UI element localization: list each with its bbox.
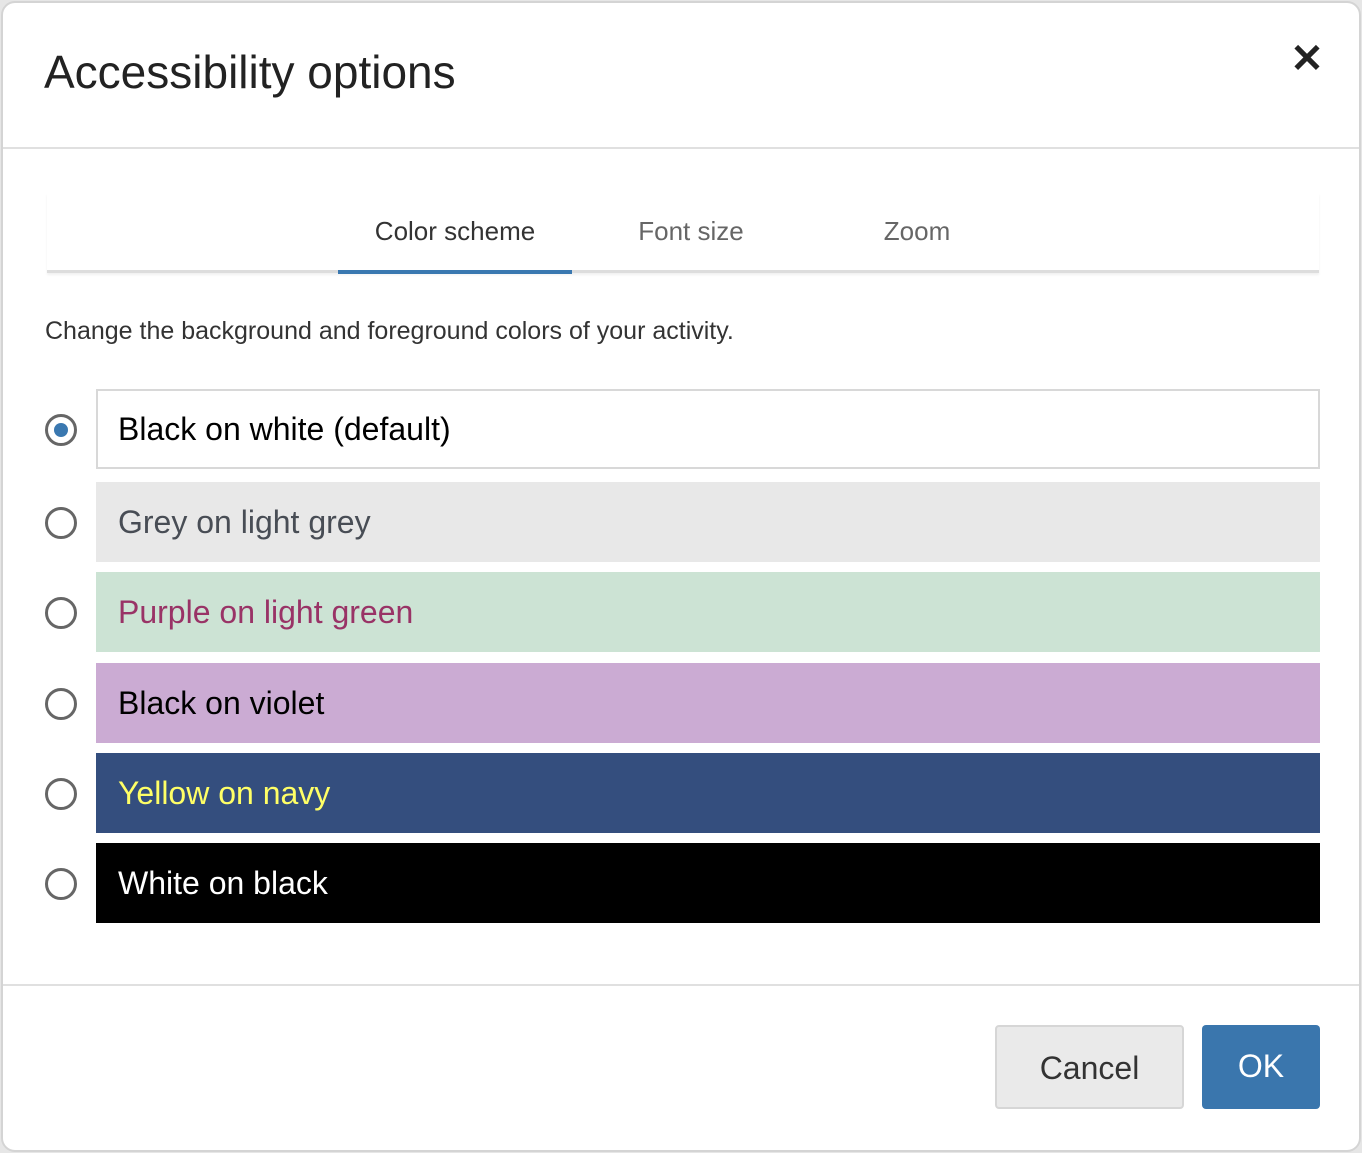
color-scheme-option[interactable]: Black on violet <box>3 663 1362 745</box>
color-scheme-option[interactable]: Purple on light green <box>3 572 1362 654</box>
radio-button[interactable] <box>45 688 77 720</box>
radio-button[interactable] <box>45 414 77 446</box>
cancel-button[interactable]: Cancel <box>995 1025 1184 1109</box>
tab-zoom[interactable]: Zoom <box>883 216 951 246</box>
color-scheme-swatch[interactable]: Purple on light green <box>96 572 1320 652</box>
color-scheme-swatch[interactable]: Black on violet <box>96 663 1320 743</box>
color-scheme-option[interactable]: Black on white (default) <box>3 389 1362 471</box>
color-scheme-swatch[interactable]: Yellow on navy <box>96 753 1320 833</box>
color-scheme-swatch[interactable]: Black on white (default) <box>96 389 1320 469</box>
radio-button[interactable] <box>45 507 77 539</box>
color-scheme-option[interactable]: Yellow on navy <box>3 753 1362 835</box>
color-scheme-swatch[interactable]: White on black <box>96 843 1320 923</box>
ok-button[interactable]: OK <box>1202 1025 1320 1109</box>
dialog-header: Accessibility options ✕ <box>3 3 1359 149</box>
tab-color-scheme[interactable]: Color scheme <box>338 193 572 274</box>
radio-button[interactable] <box>45 868 77 900</box>
tab-bar: Color scheme Font size Zoom <box>47 193 1319 274</box>
radio-button[interactable] <box>45 597 77 629</box>
radio-button[interactable] <box>45 778 77 810</box>
footer-divider <box>3 984 1359 986</box>
description: Change the background and foreground col… <box>45 317 734 345</box>
color-scheme-option[interactable]: Grey on light grey <box>3 482 1362 564</box>
dialog-title: Accessibility options <box>44 46 456 98</box>
color-scheme-swatch[interactable]: Grey on light grey <box>96 482 1320 562</box>
close-icon[interactable]: ✕ <box>1290 37 1324 81</box>
color-scheme-option[interactable]: White on black <box>3 843 1362 925</box>
tab-font-size[interactable]: Font size <box>638 216 744 246</box>
